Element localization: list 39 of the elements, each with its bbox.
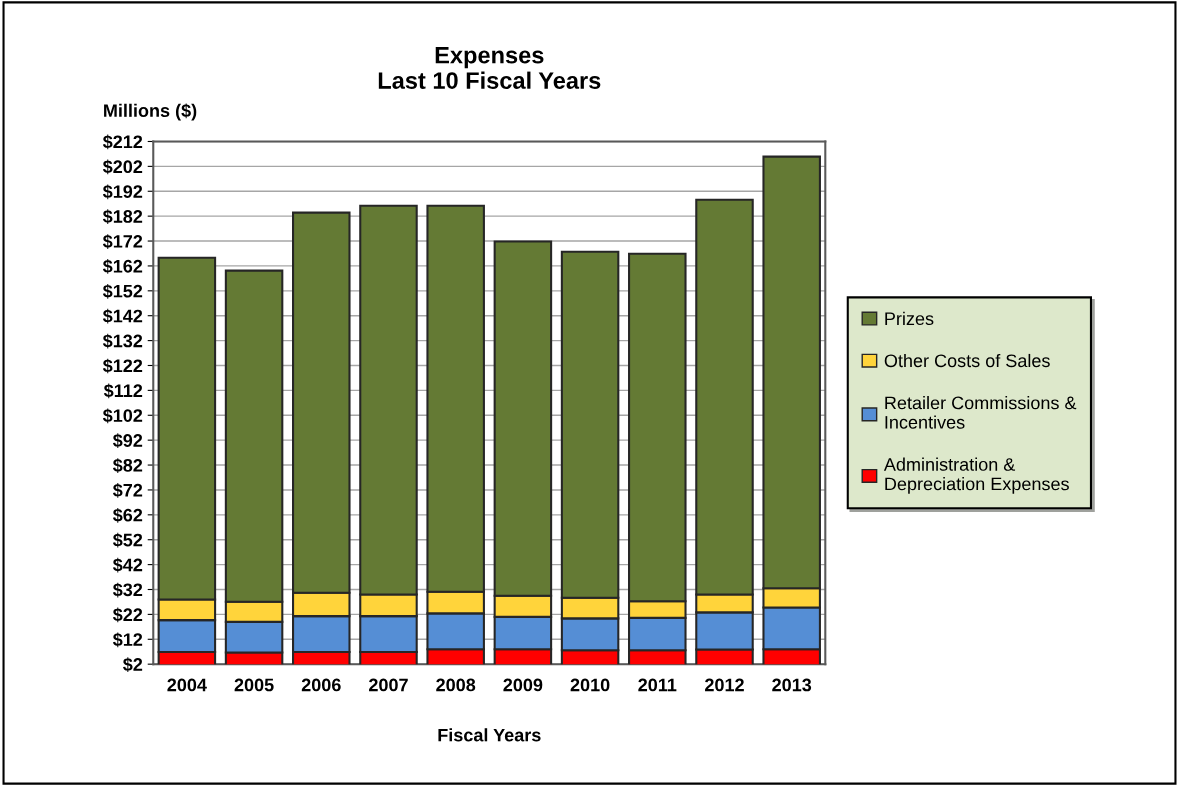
- y-tick-label: $202: [102, 159, 143, 175]
- x-tick-label: 2013: [772, 678, 812, 692]
- legend-label: Prizes: [885, 311, 934, 326]
- x-tick-label: 2011: [638, 678, 677, 692]
- y-tick-label: $142: [102, 308, 143, 324]
- x-tick-label: 2007: [369, 678, 408, 692]
- y-tick-label: $62: [112, 507, 143, 523]
- y-tick-label: $42: [112, 557, 143, 573]
- y-tick-label: $32: [112, 582, 143, 598]
- legend-label: Other Costs of Sales: [884, 353, 1050, 368]
- y-tick-label: $162: [102, 259, 143, 274]
- x-tick-label: 2012: [705, 678, 744, 692]
- x-tick-label: 2008: [436, 678, 476, 692]
- y-tick-label: $12: [112, 632, 143, 648]
- x-tick-label: 2010: [570, 678, 610, 692]
- y-tick-label: $2: [123, 657, 143, 673]
- legend-label: Retailer Commissions & Incentives: [885, 396, 1077, 429]
- y-tick-label: $172: [102, 234, 143, 249]
- y-axis-title: Millions ($): [104, 103, 197, 121]
- y-tick-label: $72: [112, 483, 143, 498]
- legend-label: Administration & Depreciation Expenses: [883, 457, 1069, 494]
- y-tick-label: $112: [103, 383, 143, 399]
- x-tick-label: 2009: [503, 678, 543, 692]
- y-tick-label: $192: [102, 184, 143, 200]
- y-tick-label: $212: [102, 134, 143, 150]
- x-tick-label: 2004: [167, 678, 207, 692]
- y-tick-label: $82: [112, 458, 143, 473]
- y-tick-label: $122: [102, 358, 143, 374]
- y-tick-label: $92: [112, 433, 143, 449]
- y-tick-label: $22: [112, 607, 143, 623]
- y-tick-label: $102: [102, 408, 143, 424]
- y-tick-label: $132: [102, 333, 143, 349]
- x-tick-label: 2005: [234, 678, 274, 692]
- x-axis-title: Fiscal Years: [438, 728, 541, 742]
- chart-title: Expenses Last 10 Fiscal Years: [378, 47, 601, 89]
- x-tick-label: 2006: [301, 678, 341, 692]
- y-tick-label: $52: [112, 532, 143, 548]
- y-tick-label: $152: [102, 283, 143, 299]
- y-tick-label: $182: [102, 209, 143, 225]
